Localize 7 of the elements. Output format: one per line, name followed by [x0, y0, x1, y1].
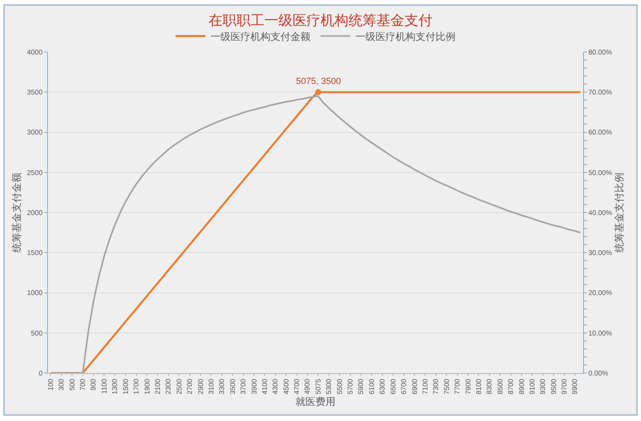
- legend-label: 一级医疗机构支付金额: [210, 30, 310, 43]
- annotation: 5075, 3500: [296, 76, 342, 86]
- chart-title: 在职职工一级医疗机构统筹基金支付: [208, 12, 432, 28]
- y2-axis-title: 统筹基金支付比例: [614, 172, 626, 252]
- legend-label: 一级医疗机构支付比例: [356, 30, 456, 43]
- y-axis-title: 统筹基金支付金额: [11, 172, 24, 252]
- x-axis-title: 就医费用: [296, 396, 336, 408]
